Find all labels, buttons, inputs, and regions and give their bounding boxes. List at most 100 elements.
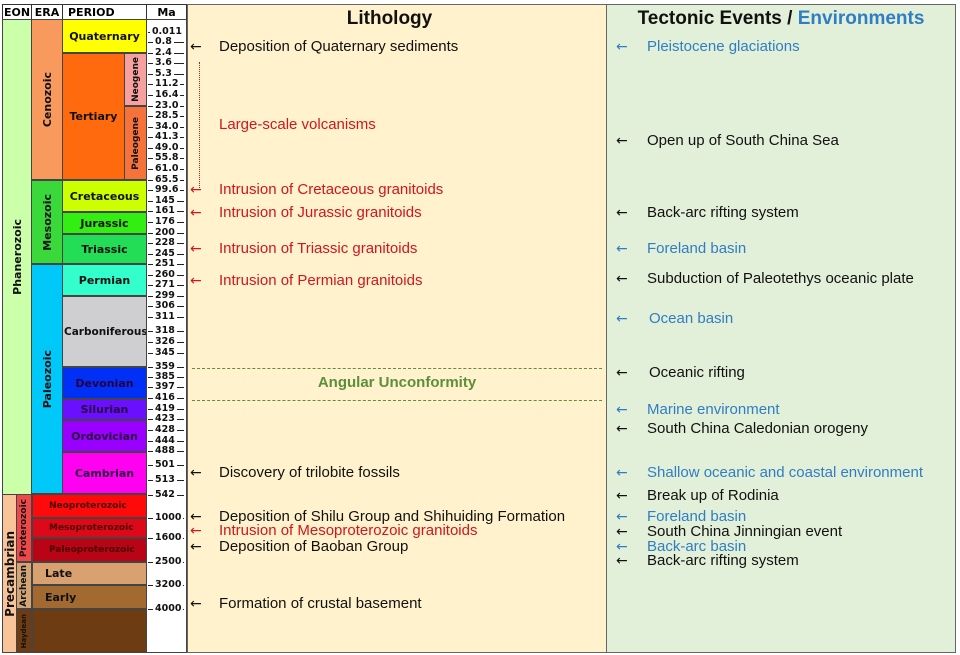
lithology-event: Formation of crustal basement [219, 595, 422, 612]
tick-mark [148, 168, 153, 170]
tick-mark [148, 479, 153, 481]
tick-mark [148, 397, 153, 399]
period-triassic: Triassic [62, 234, 147, 264]
tick-mark [180, 157, 184, 159]
ma-tick: 28.5 [148, 110, 184, 122]
period-tertiary: Tertiary [62, 53, 125, 180]
era-paleozoic: Paleozoic [31, 264, 63, 494]
tick-mark [176, 253, 184, 255]
tick-mark [176, 232, 184, 234]
arrow-left-icon: ← [190, 509, 202, 525]
era-archean: Archean [16, 562, 32, 609]
tick-mark [148, 561, 153, 563]
unconformity-lower-line [192, 400, 602, 401]
ma-tick: 311 [148, 311, 184, 323]
tick-mark [173, 62, 184, 64]
tectonic-events-title: Tectonic Events [637, 8, 782, 29]
tick-mark [176, 418, 184, 420]
ma-tick-label: 444 [155, 435, 175, 446]
tick-mark [176, 341, 184, 343]
period-quaternary: Quaternary [62, 19, 147, 53]
period-cretaceous: Cretaceous [62, 180, 147, 212]
ma-tick: 416 [148, 392, 184, 404]
period-devonian: Devonian [62, 367, 147, 399]
arrow-left-icon: ← [616, 539, 628, 555]
ma-tick-label: 488 [155, 445, 175, 456]
tick-mark [176, 295, 184, 297]
period-paleogene: Paleogene [124, 106, 147, 180]
tectonic-event: Foreland basin [647, 508, 747, 525]
ma-tick: 260 [148, 269, 184, 281]
tick-mark [180, 126, 184, 128]
ma-tick-label: 311 [155, 311, 175, 322]
period-label: Carboniferous [64, 325, 148, 338]
arrow-left-icon: ← [616, 271, 628, 287]
tick-mark [148, 537, 153, 539]
tick-mark [183, 537, 184, 539]
ma-tick-label: 34.0 [155, 121, 179, 132]
tick-mark [180, 105, 184, 107]
ma-tick-label: 299 [155, 290, 175, 301]
period-label: Cretaceous [69, 189, 140, 203]
tick-mark [176, 330, 184, 332]
period-permian: Permian [62, 264, 147, 296]
ma-tick: 419 [148, 403, 184, 415]
tick-mark [148, 232, 153, 234]
ma-tick-label: 5.3 [155, 68, 172, 79]
tick-mark [176, 494, 184, 496]
environments-title: Environments [797, 8, 925, 29]
ma-tick: 11.2 [148, 78, 184, 90]
ma-tick-label: 0.8 [155, 36, 172, 47]
arrow-left-icon: ← [616, 133, 628, 149]
ma-tick: 3200 [148, 579, 184, 591]
ma-tick-label: 306 [155, 300, 175, 311]
tick-mark [148, 376, 153, 378]
ma-tick-label: 542 [155, 489, 175, 500]
ma-tick: 49.0 [148, 142, 184, 154]
tick-mark [148, 608, 153, 610]
ma-tick-label: 271 [155, 279, 175, 290]
tick-mark [183, 561, 184, 563]
tick-mark [176, 316, 184, 318]
tick-mark [148, 210, 153, 212]
lithology-panel [187, 4, 607, 653]
tick-mark [173, 73, 184, 75]
period-label: Cambrian [74, 466, 135, 480]
tick-mark [176, 450, 184, 452]
period-header: PERIOD [62, 4, 147, 20]
lithology-event: Deposition of Shilu Group and Shihuiding… [219, 508, 566, 525]
tick-mark [148, 189, 153, 191]
tick-mark [176, 210, 184, 212]
ma-tick: 5.3 [148, 68, 184, 80]
ma-tick: 513 [148, 474, 184, 486]
tick-mark [148, 73, 153, 75]
ma-tick-label: 176 [155, 216, 175, 227]
era-label: Archean [19, 564, 29, 607]
ma-tick: 318 [148, 325, 184, 337]
ma-header: Ma [146, 4, 187, 20]
tick-mark [148, 253, 153, 255]
ma-tick: 161 [148, 205, 184, 217]
tick-mark [180, 94, 184, 96]
era-mesozoic: Mesozoic [31, 180, 63, 264]
ma-tick: 542 [148, 489, 184, 501]
arrow-left-icon: ← [190, 39, 202, 55]
arrow-left-icon: ← [616, 509, 628, 525]
ma-tick-label: 28.5 [155, 110, 179, 121]
arrow-left-icon: ← [616, 553, 628, 569]
ma-tick: 306 [148, 300, 184, 312]
ma-tick: 4000 [148, 603, 184, 615]
eon-precambrian: Precambrian [2, 494, 17, 653]
tick-mark [176, 274, 184, 276]
arrow-left-icon: ← [616, 39, 628, 55]
arrow-left-icon: ← [616, 421, 628, 437]
lithology-event: Intrusion of Cretaceous granitoids [219, 181, 444, 198]
tick-mark [180, 115, 184, 117]
lithology-event: Large-scale volcanisms [219, 116, 376, 133]
tick-mark [176, 305, 184, 307]
ma-tick-label: 228 [155, 237, 175, 248]
tick-mark [148, 464, 153, 466]
era-label: Cenozoic [40, 71, 54, 128]
ma-tick-label: 11.2 [155, 78, 179, 89]
